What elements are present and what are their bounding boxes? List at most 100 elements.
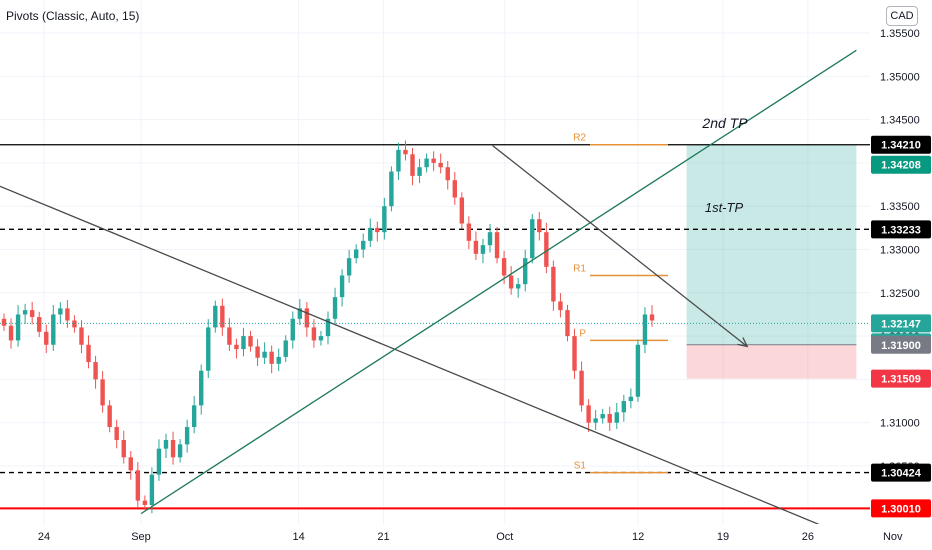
candle-body	[241, 336, 246, 350]
candle-body	[191, 405, 197, 428]
candle-body	[544, 232, 549, 267]
profit-zone	[686, 144, 857, 345]
candle-body	[459, 197, 465, 224]
candle-body	[163, 440, 169, 449]
candle-body	[579, 370, 584, 406]
currency-button[interactable]: CAD	[886, 6, 918, 26]
x-tick-label: 14	[293, 531, 305, 543]
candle-body	[44, 331, 49, 345]
candle-body	[635, 344, 641, 397]
level-price-label-bg	[871, 499, 931, 518]
y-tick-label: 1.35000	[880, 71, 920, 83]
candle-body	[431, 158, 436, 163]
candle-body	[93, 362, 98, 380]
candle-body	[184, 427, 190, 445]
candle-body	[58, 308, 63, 315]
candle-body	[523, 258, 528, 285]
trendline-arrowhead	[737, 337, 749, 348]
candle-body	[389, 171, 394, 207]
x-tick-label: 21	[377, 531, 389, 543]
candle-body	[177, 444, 183, 458]
candle-body	[156, 448, 162, 475]
candle-body	[368, 227, 373, 241]
candle-body	[593, 418, 598, 423]
candle-body	[290, 318, 295, 341]
candle-body	[445, 167, 450, 181]
x-tick-label: Sep	[131, 531, 151, 543]
y-tick-label: 1.33000	[880, 245, 920, 257]
pivot-label: P	[579, 328, 586, 339]
candle-body	[480, 245, 486, 254]
candle-body	[508, 275, 514, 289]
candle-body	[248, 336, 253, 347]
candle-body	[15, 314, 21, 341]
price-tag: 1.34208	[881, 160, 921, 172]
candle-body	[586, 405, 591, 423]
y-tick-label: 1.32500	[880, 288, 920, 300]
price-tag-bg	[871, 335, 931, 354]
candle-body	[473, 240, 479, 254]
level-price-label: 1.33233	[881, 224, 921, 236]
candle-body	[332, 297, 338, 319]
price-tag: 1.32147	[881, 318, 921, 330]
x-tick-label: Oct	[496, 531, 513, 543]
candle-body	[501, 258, 507, 276]
candle-body	[283, 340, 288, 357]
trendlines[interactable]	[0, 49, 929, 550]
pivot-label: R2	[573, 133, 586, 144]
candle-body	[37, 317, 42, 332]
candle-body	[466, 223, 472, 241]
candle-body	[135, 470, 141, 501]
candle-body	[325, 318, 331, 337]
candle-body	[199, 370, 204, 406]
candle-body	[276, 356, 281, 364]
candle-body	[339, 275, 345, 298]
candle-body	[642, 314, 648, 345]
candle-body	[255, 346, 260, 358]
annotation-1st-tp: 1st-TP	[705, 200, 744, 215]
candle-body	[86, 344, 91, 363]
candle-body	[361, 240, 366, 250]
candle-body	[311, 327, 317, 341]
candle-body	[51, 314, 56, 345]
candle-body	[424, 158, 429, 168]
y-tick-label: 1.33500	[880, 201, 920, 213]
price-tag: 1.31900	[881, 340, 921, 352]
candle-body	[600, 414, 605, 419]
long-position-tool[interactable]	[686, 144, 857, 379]
candle-body	[410, 154, 415, 176]
candle-body	[128, 457, 133, 471]
y-tick-label: 1.31000	[880, 418, 920, 430]
candle-body	[494, 232, 500, 259]
candle-body	[304, 308, 310, 328]
candle-body	[346, 258, 352, 276]
x-tick-label: 12	[632, 531, 644, 543]
candle-body	[227, 327, 232, 345]
candle-body	[438, 162, 443, 168]
candle-body	[417, 167, 422, 176]
time-axis[interactable]: 24 Sep 14 21 Oct 12 19 26 Nov	[0, 524, 932, 550]
x-tick-label: Nov	[883, 531, 903, 543]
y-tick-label: 1.35500	[880, 28, 920, 40]
level-price-label-bg	[871, 463, 931, 482]
price-tag-bg	[871, 314, 931, 333]
trendline	[0, 185, 883, 550]
candle-body	[614, 412, 619, 423]
annotation-2nd-tp: 2nd TP	[701, 115, 748, 131]
candle-body	[142, 500, 148, 505]
level-price-label: 1.30424	[881, 468, 922, 480]
price-labels: 1.34210 1.33233 1.30424 1.30010 1.34208 1.321…	[0, 135, 931, 518]
candle-body	[487, 232, 493, 246]
candle-body	[403, 149, 408, 155]
candle-body	[220, 305, 225, 328]
candle-body	[79, 327, 84, 345]
candle-body	[375, 227, 380, 233]
candle-body	[607, 414, 612, 423]
candle-body	[100, 379, 105, 406]
pivot-label: R1	[573, 263, 586, 274]
indicator-legend[interactable]: Pivots (Classic, Auto, 15)	[6, 9, 140, 23]
price-tag: 1.31509	[881, 374, 921, 386]
trendline	[492, 145, 748, 348]
price-tag-bg	[871, 155, 931, 174]
